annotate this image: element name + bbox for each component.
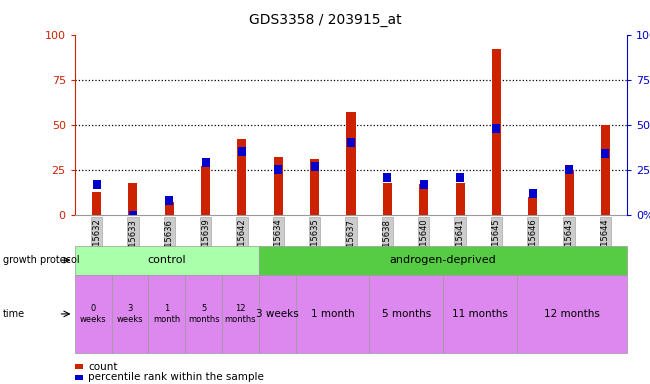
Bar	[92, 180, 101, 189]
Bar	[456, 182, 465, 215]
Bar	[346, 112, 356, 215]
Text: GSM215641: GSM215641	[456, 218, 465, 269]
Text: GSM215645: GSM215645	[492, 218, 501, 269]
Bar	[528, 197, 538, 215]
Bar	[311, 162, 318, 171]
Bar	[129, 210, 137, 220]
Text: GSM215642: GSM215642	[237, 218, 246, 269]
Text: 12 months: 12 months	[544, 309, 600, 319]
Bar	[347, 138, 355, 147]
Bar	[528, 189, 537, 198]
Bar	[238, 147, 246, 156]
Text: 1 month: 1 month	[311, 309, 354, 319]
Bar	[384, 173, 391, 182]
Bar	[383, 182, 392, 215]
Text: GDS3358 / 203915_at: GDS3358 / 203915_at	[249, 13, 401, 27]
Bar	[202, 158, 209, 167]
Bar	[601, 125, 610, 215]
Text: time: time	[3, 309, 25, 319]
Text: GSM215640: GSM215640	[419, 218, 428, 269]
Bar	[419, 184, 428, 215]
Bar	[201, 166, 210, 215]
Text: percentile rank within the sample: percentile rank within the sample	[88, 372, 265, 382]
Text: GSM215636: GSM215636	[164, 218, 174, 270]
Text: GSM215637: GSM215637	[346, 218, 356, 270]
Text: GSM215646: GSM215646	[528, 218, 538, 270]
Bar	[456, 173, 464, 182]
Bar	[165, 196, 174, 205]
Text: GSM215634: GSM215634	[274, 218, 283, 270]
Bar	[310, 159, 319, 215]
Text: GSM215638: GSM215638	[383, 218, 392, 270]
Text: 11 months: 11 months	[452, 309, 508, 319]
Bar	[164, 202, 174, 215]
Bar	[92, 192, 101, 215]
Text: 3 weeks: 3 weeks	[256, 309, 299, 319]
Text: GSM215635: GSM215635	[310, 218, 319, 270]
Text: GSM215644: GSM215644	[601, 218, 610, 269]
Text: 5
months: 5 months	[188, 304, 220, 324]
Text: 3
weeks: 3 weeks	[117, 304, 143, 324]
Text: GSM215633: GSM215633	[129, 218, 137, 270]
Bar	[237, 139, 246, 215]
Text: GSM215639: GSM215639	[201, 218, 210, 270]
Bar	[274, 157, 283, 215]
Text: count: count	[88, 362, 118, 372]
Bar	[601, 149, 610, 158]
Text: 5 months: 5 months	[382, 309, 431, 319]
Text: 12
months: 12 months	[225, 304, 256, 324]
Text: GSM215632: GSM215632	[92, 218, 101, 270]
Bar	[128, 182, 137, 215]
Bar	[274, 166, 282, 174]
Bar	[565, 166, 573, 174]
Text: GSM215643: GSM215643	[565, 218, 573, 270]
Bar	[420, 180, 428, 189]
Text: 1
month: 1 month	[153, 304, 181, 324]
Bar	[493, 124, 500, 133]
Text: androgen-deprived: androgen-deprived	[390, 255, 497, 265]
Text: control: control	[148, 255, 186, 265]
Text: growth protocol: growth protocol	[3, 255, 80, 265]
Bar	[492, 49, 501, 215]
Text: 0
weeks: 0 weeks	[80, 304, 107, 324]
Bar	[565, 170, 574, 215]
